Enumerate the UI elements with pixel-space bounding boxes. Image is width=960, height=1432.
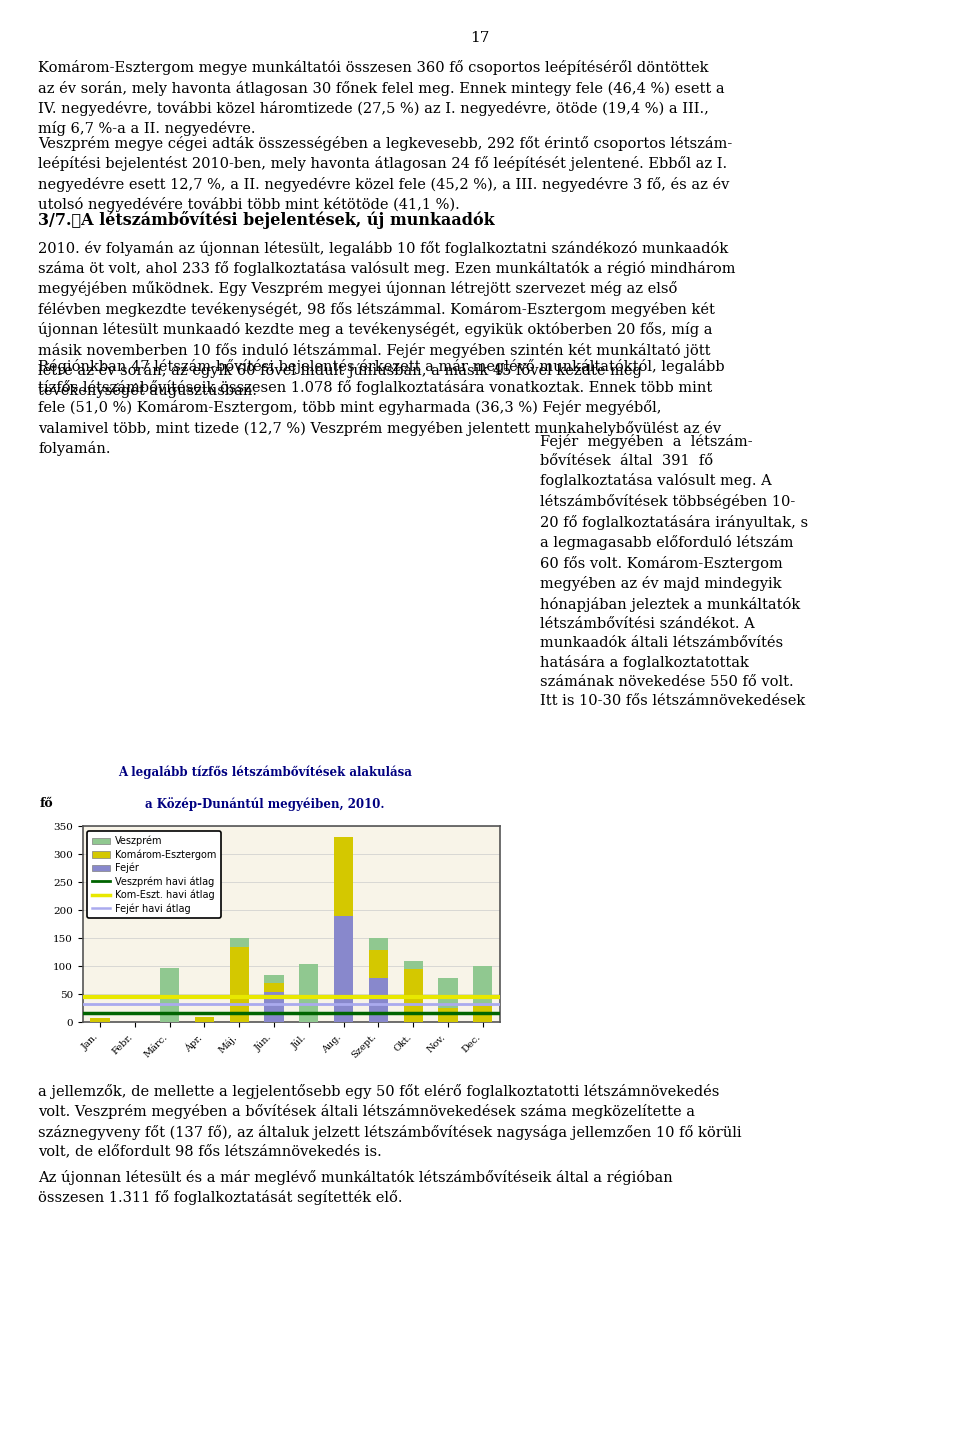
Bar bbox=[439, 978, 458, 1008]
Bar bbox=[90, 1018, 109, 1022]
Text: Régiónkban 47 létszám-bővítési bejelentés érkezett a már meglévő munkáltatóktól,: Régiónkban 47 létszám-bővítési bejelenté… bbox=[38, 359, 725, 455]
Text: A legalább tízfős létszámbővítések alakulása: A legalább tízfős létszámbővítések alaku… bbox=[118, 765, 412, 779]
Bar bbox=[369, 938, 388, 949]
Bar bbox=[369, 978, 388, 1022]
Text: fő: fő bbox=[39, 798, 54, 811]
Text: 2010. év folyamán az újonnan létesült, legalább 10 főt foglalkoztatni szándékozó: 2010. év folyamán az újonnan létesült, l… bbox=[38, 241, 736, 398]
Bar bbox=[439, 1008, 458, 1022]
Text: Az újonnan létesült és a már meglévő munkáltatók létszámbővítéseik által a régió: Az újonnan létesült és a már meglévő mun… bbox=[38, 1170, 673, 1206]
Bar bbox=[264, 984, 283, 991]
Bar bbox=[195, 1017, 214, 1022]
Bar bbox=[264, 975, 283, 984]
Bar bbox=[403, 969, 422, 1022]
Bar bbox=[229, 947, 249, 1022]
Text: Fejér  megyében  a  létszám-
bővítések  által  391  fő
foglalkoztatása valósult : Fejér megyében a létszám- bővítések álta… bbox=[540, 434, 808, 709]
Bar bbox=[369, 949, 388, 978]
Bar bbox=[473, 1005, 492, 1022]
Text: Veszprém megye cégei adták összességében a legkevesebb, 292 főt érintő csoportos: Veszprém megye cégei adták összességében… bbox=[38, 136, 732, 212]
Bar bbox=[403, 961, 422, 969]
Text: a Közép-Dunántúl megyéiben, 2010.: a Közép-Dunántúl megyéiben, 2010. bbox=[145, 798, 385, 811]
Bar bbox=[160, 968, 180, 1022]
Text: Komárom-Esztergom megye munkáltatói összesen 360 fő csoportos leépítéséről döntö: Komárom-Esztergom megye munkáltatói össz… bbox=[38, 60, 725, 136]
Bar bbox=[334, 916, 353, 1022]
Bar bbox=[264, 991, 283, 1022]
Bar bbox=[229, 938, 249, 947]
Bar bbox=[334, 838, 353, 916]
Bar bbox=[473, 967, 492, 1005]
Text: a jellemzők, de mellette a legjelentősebb egy 50 főt elérő foglalkoztatotti léts: a jellemzők, de mellette a legjelentőseb… bbox=[38, 1084, 742, 1158]
Text: 17: 17 bbox=[470, 30, 490, 44]
Text: 3/7.	A létszámbővítési bejelentések, új munkaadók: 3/7. A létszámbővítési bejelentések, új … bbox=[38, 211, 495, 229]
Legend: Veszprém, Komárom-Esztergom, Fejér, Veszprém havi átlag, Kom-Eszt. havi átlag, F: Veszprém, Komárom-Esztergom, Fejér, Vesz… bbox=[87, 831, 221, 918]
Bar bbox=[300, 964, 319, 1022]
